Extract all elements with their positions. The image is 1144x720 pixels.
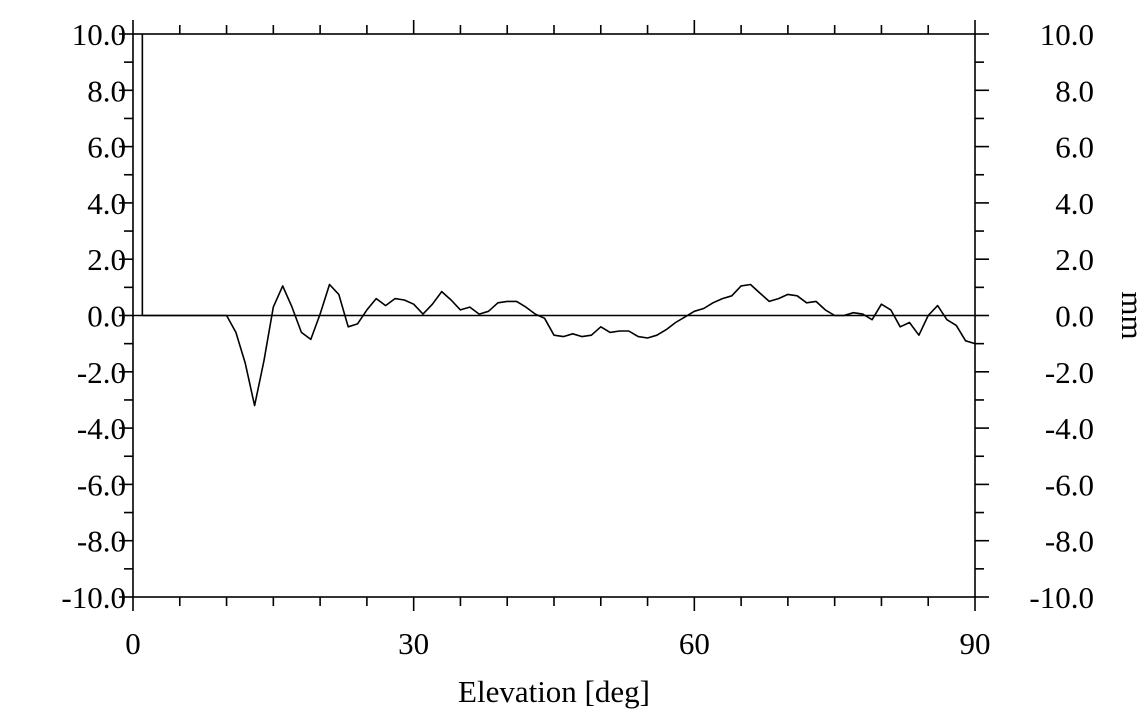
x-tick-label: 60 <box>679 626 710 661</box>
y-tick-label-left: 4.0 <box>87 186 126 221</box>
y-tick-label-left: 8.0 <box>87 73 126 108</box>
y-tick-label-left: 6.0 <box>87 130 126 165</box>
y-tick-label-right: -2.0 <box>1045 355 1094 390</box>
y-axis-title-right: mm <box>1115 291 1144 339</box>
y-tick-label-left: -6.0 <box>77 467 126 502</box>
y-tick-label-left: 0.0 <box>87 299 126 334</box>
y-tick-label-right: 2.0 <box>1055 242 1094 277</box>
y-tick-label-right: 6.0 <box>1055 130 1094 165</box>
y-tick-label-right: -8.0 <box>1045 524 1094 559</box>
y-tick-label-left: 10.0 <box>72 17 126 52</box>
series-line <box>142 283 976 407</box>
y-axis-ticks: -10.0 -10.0 -8.0 -8.0 -6.0 -6.0 -4.0 -4.0 -2.0 -2… <box>61 17 1094 615</box>
y-tick-label-right: -6.0 <box>1045 467 1094 502</box>
y-tick-label-left: -8.0 <box>77 524 126 559</box>
x-axis-ticks: 0 30 60 90 <box>125 20 991 661</box>
y-tick-label-left: 2.0 <box>87 242 126 277</box>
x-axis-title: Elevation [deg] <box>458 674 650 709</box>
y-tick-label-right: 10.0 <box>1040 17 1094 52</box>
y-tick-label-right: 4.0 <box>1055 186 1094 221</box>
y-tick-label-right: 0.0 <box>1055 299 1094 334</box>
x-tick-label: 0 <box>125 626 141 661</box>
y-tick-label-left: -2.0 <box>77 355 126 390</box>
x-tick-label: 90 <box>960 626 991 661</box>
y-tick-label-left: -10.0 <box>61 580 126 615</box>
series-layer <box>142 283 976 407</box>
y-tick-label-right: -10.0 <box>1029 580 1094 615</box>
y-tick-label-left: -4.0 <box>77 411 126 446</box>
plot-area: -10.0 -10.0 -8.0 -8.0 -6.0 -6.0 -4.0 -4.0 -2.0 -2… <box>61 17 1094 661</box>
y-tick-label-right: -4.0 <box>1045 411 1094 446</box>
y-tick-label-right: 8.0 <box>1055 73 1094 108</box>
x-tick-label: 30 <box>398 626 429 661</box>
